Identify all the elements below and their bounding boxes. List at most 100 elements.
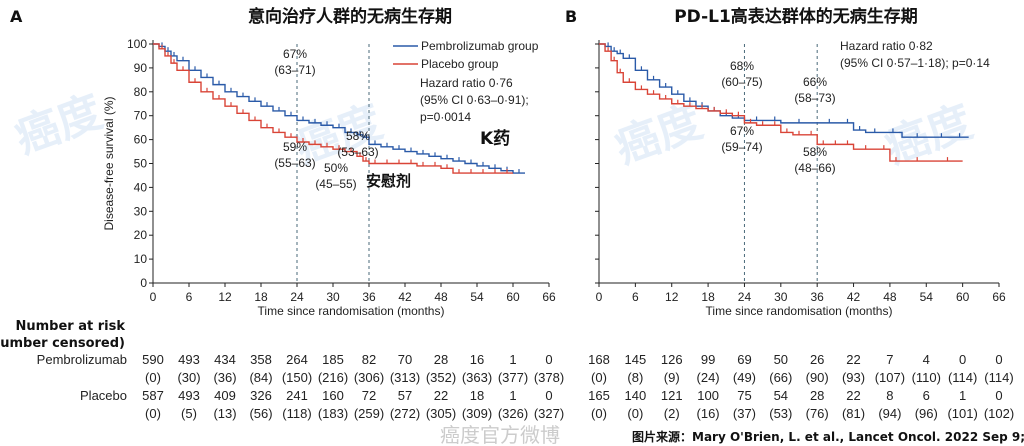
risk-row-label: Pembrolizumab (37, 352, 127, 367)
at-risk-value: 0 (545, 388, 552, 403)
at-risk-value: 493 (178, 352, 200, 367)
survival-curve-placebo (599, 43, 963, 162)
censored-value: (5) (181, 406, 197, 421)
censored-value: (309) (462, 406, 492, 421)
censored-value: (352) (426, 370, 456, 385)
at-risk-value: 4 (923, 352, 930, 367)
at-risk-value: 140 (625, 388, 647, 403)
estimate-label: 58% (346, 129, 370, 143)
y-tick-label: 40 (134, 180, 148, 194)
hazard-ratio-text: p=0·0014 (420, 110, 471, 124)
at-risk-value: 165 (588, 388, 610, 403)
at-risk-value: 1 (509, 388, 516, 403)
at-risk-value: 358 (250, 352, 272, 367)
censored-value: (0) (627, 406, 643, 421)
censored-value: (53) (769, 406, 792, 421)
at-risk-value: 54 (774, 388, 788, 403)
at-risk-value: 121 (661, 388, 683, 403)
at-risk-value: 409 (214, 388, 236, 403)
x-tick-label: 0 (150, 290, 157, 304)
censored-value: (272) (390, 406, 420, 421)
ci-label: (55–63) (274, 156, 315, 170)
legend-label-pembrolizumab: Pembrolizumab group (421, 39, 539, 53)
estimate-label: 59% (283, 140, 307, 154)
censored-value: (30) (177, 370, 200, 385)
at-risk-value: 7 (886, 352, 893, 367)
at-risk-value: 1 (509, 352, 516, 367)
risk-table-subheader: (number censored) (0, 336, 125, 351)
at-risk-value: 28 (810, 388, 824, 403)
estimate-label: 67% (283, 47, 307, 61)
at-risk-value: 57 (398, 388, 412, 403)
x-axis-label: Time since randomisation (months) (706, 304, 893, 318)
hazard-ratio-text: Hazard ratio 0·76 (420, 76, 513, 90)
x-tick-label: 6 (632, 290, 639, 304)
risk-table-header: Number at risk (15, 319, 125, 334)
estimate-label: 58% (803, 145, 827, 159)
at-risk-value: 185 (322, 352, 344, 367)
at-risk-value: 8 (886, 388, 893, 403)
censored-value: (313) (390, 370, 420, 385)
x-tick-label: 54 (920, 290, 934, 304)
svg-text:癌度: 癌度 (879, 96, 979, 174)
ci-label: (59–74) (721, 140, 762, 154)
censored-value: (94) (878, 406, 901, 421)
censored-value: (36) (213, 370, 236, 385)
at-risk-value: 16 (470, 352, 484, 367)
x-tick-label: 54 (470, 290, 484, 304)
at-risk-value: 0 (995, 352, 1002, 367)
at-risk-value: 22 (846, 388, 860, 403)
hazard-ratio-text: Hazard ratio 0·82 (840, 39, 933, 53)
censored-value: (56) (249, 406, 272, 421)
estimate-label: 67% (730, 124, 754, 138)
y-tick-label: 60 (134, 133, 148, 147)
at-risk-value: 145 (625, 352, 647, 367)
panel-label: B (565, 7, 577, 26)
x-tick-label: 36 (362, 290, 376, 304)
ci-label: (48–66) (794, 161, 835, 175)
at-risk-value: 326 (250, 388, 272, 403)
censored-value: (107) (875, 370, 905, 385)
estimate-label: 66% (803, 75, 827, 89)
x-tick-label: 0 (596, 290, 603, 304)
at-risk-value: 70 (398, 352, 412, 367)
censored-value: (13) (213, 406, 236, 421)
censored-value: (0) (145, 370, 161, 385)
censored-value: (37) (733, 406, 756, 421)
y-tick-label: 80 (134, 85, 148, 99)
at-risk-value: 99 (701, 352, 715, 367)
censored-value: (114) (984, 370, 1013, 385)
censored-value: (326) (498, 406, 528, 421)
ci-label: (63–71) (274, 63, 315, 77)
censored-value: (96) (915, 406, 938, 421)
censored-value: (0) (591, 370, 607, 385)
ci-label: (58–73) (794, 91, 835, 105)
watermark-text: 癌度官方微博 (440, 423, 560, 446)
at-risk-value: 0 (959, 352, 966, 367)
pembrolizumab-callout: K药 (480, 128, 510, 149)
censored-value: (8) (627, 370, 643, 385)
y-tick-label: 10 (134, 252, 148, 266)
hazard-ratio-text: (95% CI 0·63–0·91); (420, 93, 529, 107)
censored-value: (118) (282, 406, 311, 421)
y-tick-label: 90 (134, 61, 148, 75)
ci-label: (60–75) (721, 75, 762, 89)
x-tick-label: 48 (883, 290, 897, 304)
censored-value: (93) (842, 370, 865, 385)
x-tick-label: 18 (254, 290, 268, 304)
at-risk-value: 241 (286, 388, 308, 403)
censored-value: (150) (282, 370, 312, 385)
estimate-label: 68% (730, 59, 754, 73)
x-axis-label: Time since randomisation (months) (258, 304, 445, 318)
censored-value: (66) (769, 370, 792, 385)
x-tick-label: 24 (290, 290, 304, 304)
svg-text:癌度: 癌度 (9, 86, 109, 164)
censored-value: (114) (948, 370, 977, 385)
y-tick-label: 30 (134, 204, 148, 218)
censored-value: (110) (912, 370, 941, 385)
censored-value: (183) (318, 406, 348, 421)
at-risk-value: 82 (362, 352, 376, 367)
at-risk-value: 0 (995, 388, 1002, 403)
at-risk-value: 493 (178, 388, 200, 403)
x-tick-label: 12 (665, 290, 679, 304)
